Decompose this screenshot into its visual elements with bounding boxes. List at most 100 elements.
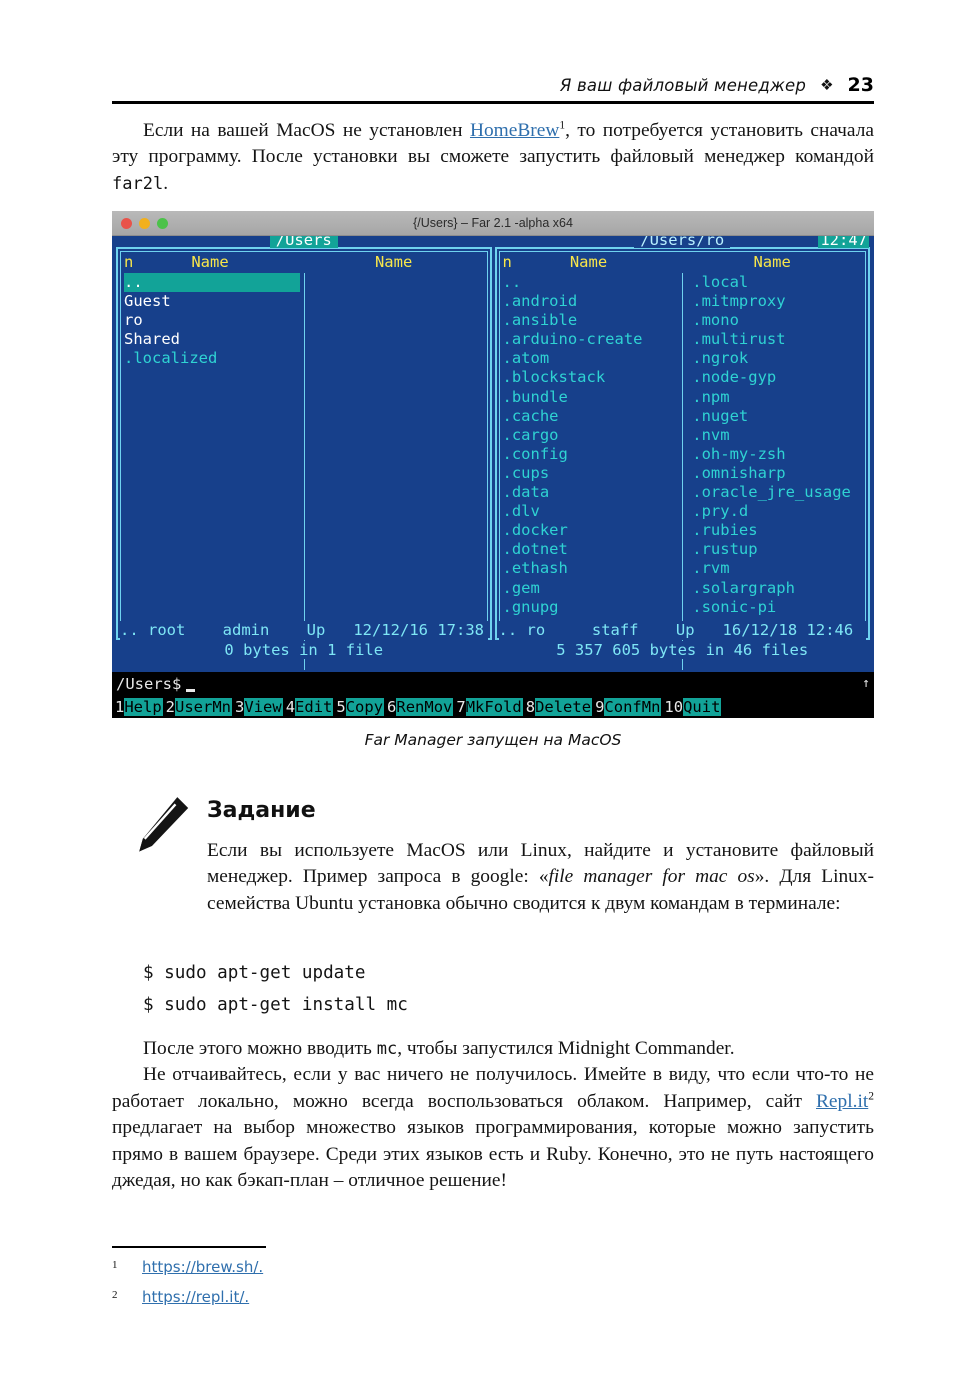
- fkey-1[interactable]: 1 Help: [112, 696, 163, 718]
- intro-text-2: , то потребуется установить сначала эту …: [112, 120, 874, 168]
- list-item[interactable]: .arduino-create: [502, 330, 643, 349]
- footnote-2-link[interactable]: https://repl.it/.: [142, 1288, 250, 1306]
- fkey-7-num: 7: [456, 698, 466, 716]
- list-item[interactable]: .rubies: [692, 521, 758, 540]
- command-line[interactable]: /Users$ ↑: [112, 672, 874, 696]
- list-item[interactable]: Guest: [124, 292, 171, 311]
- task-text-2: ». Для Linux-семейства Ubuntu установка …: [207, 866, 874, 914]
- left-panel-path: /Users: [269, 236, 338, 248]
- left-panel-column-2: [304, 273, 484, 670]
- list-item[interactable]: .cargo: [502, 425, 559, 444]
- zoom-button-icon[interactable]: [157, 217, 168, 229]
- left-panel[interactable]: /Users n Name Name .. Guest ro S: [116, 236, 492, 670]
- task-text-1: Если вы используете MacOS или Linux, най…: [207, 840, 874, 888]
- list-item[interactable]: .localized: [124, 349, 218, 368]
- list-item[interactable]: .gem: [502, 578, 540, 597]
- right-panel-column-2: .local .mitmproxy .mono .multirust .ngro…: [682, 273, 862, 670]
- list-item[interactable]: ..: [502, 273, 522, 291]
- fkey-8-label: Delete: [535, 698, 593, 716]
- list-item[interactable]: ro: [124, 311, 143, 330]
- command-line-2: $ sudo apt-get install mc: [143, 995, 408, 1015]
- list-item[interactable]: .rustup: [692, 540, 758, 559]
- left-panel-column-headers: n Name Name: [116, 241, 492, 273]
- footnote-1: 1 https://brew.sh/.: [112, 1258, 263, 1276]
- window-controls: [121, 217, 168, 229]
- task-text-italic: file manager for mac os: [548, 866, 755, 888]
- footnote-ref-1[interactable]: 1: [559, 119, 566, 132]
- left-col1-header: Name: [191, 253, 229, 271]
- right-status-group: staff: [591, 621, 639, 639]
- minimize-button-icon[interactable]: [139, 217, 150, 229]
- window-title: {/Users} – Far 2.1 -alpha x64: [413, 216, 573, 230]
- footnote-1-marker: 1: [112, 1259, 118, 1271]
- list-item[interactable]: .npm: [692, 387, 730, 406]
- mc-code: mc: [376, 1039, 398, 1059]
- list-item[interactable]: .docker: [502, 521, 568, 540]
- list-item[interactable]: .cups: [502, 463, 550, 482]
- left-panel-column-1: .. Guest ro Shared .localized: [124, 273, 304, 670]
- left-panel-status: .. root admin Up 12/12/16 17:38: [120, 621, 488, 640]
- command-line-1: $ sudo apt-get update: [143, 963, 366, 983]
- list-item[interactable]: .android: [502, 292, 578, 311]
- list-item[interactable]: .nvm: [692, 425, 730, 444]
- list-item[interactable]: .dotnet: [502, 540, 568, 559]
- list-item[interactable]: .atom: [502, 349, 550, 368]
- list-item[interactable]: .oracle_jre_usage: [692, 483, 851, 502]
- footnote-2-marker: 2: [112, 1289, 118, 1301]
- list-item[interactable]: .gnupg: [502, 597, 559, 616]
- running-head-title: Я ваш файловый менеджер: [559, 76, 807, 95]
- fkey-2[interactable]: 2 UserMn: [163, 696, 233, 718]
- list-item[interactable]: .blockstack: [502, 368, 606, 387]
- list-item[interactable]: .local: [692, 273, 749, 291]
- fkey-4[interactable]: 4 Edit: [283, 696, 334, 718]
- fkey-10-num: 10: [664, 698, 684, 716]
- scroll-up-icon[interactable]: ↑: [862, 676, 870, 691]
- fkey-7[interactable]: 7 MkFold: [453, 696, 523, 718]
- list-item[interactable]: .sonic-pi: [692, 597, 777, 616]
- close-button-icon[interactable]: [121, 217, 132, 229]
- list-item[interactable]: .nuget: [692, 406, 749, 425]
- list-item[interactable]: .mitmproxy: [692, 292, 786, 311]
- fkey-6[interactable]: 6 RenMov: [384, 696, 454, 718]
- list-item[interactable]: .dlv: [502, 502, 540, 521]
- list-item[interactable]: .bundle: [502, 387, 568, 406]
- fkey-5[interactable]: 5 Copy: [333, 696, 385, 718]
- list-item[interactable]: .config: [502, 444, 568, 463]
- fkey-9[interactable]: 9 ConfMn: [592, 696, 662, 718]
- left-panel-total: 0 bytes in 1 file: [116, 641, 492, 659]
- list-item[interactable]: .node-gyp: [692, 368, 777, 387]
- replit-link[interactable]: Repl.it: [816, 1090, 869, 1112]
- list-item[interactable]: .cache: [502, 406, 559, 425]
- footnote-1-link[interactable]: https://brew.sh/.: [142, 1258, 264, 1276]
- header-rule: [112, 101, 874, 104]
- list-item[interactable]: .mono: [692, 311, 739, 330]
- right-panel-files: .. .android .ansible .arduino-create .at…: [495, 273, 871, 670]
- list-item[interactable]: .data: [502, 483, 550, 502]
- fkey-2-num: 2: [165, 698, 176, 716]
- list-item[interactable]: ..: [124, 273, 300, 293]
- panel-container: /Users n Name Name .. Guest ro S: [112, 236, 874, 670]
- list-item[interactable]: .rvm: [692, 559, 730, 578]
- fkey-3[interactable]: 3 View: [232, 696, 283, 718]
- right-col1-header: Name: [569, 253, 608, 271]
- right-status-owner: ro: [526, 621, 546, 639]
- list-item[interactable]: .solargraph: [692, 578, 795, 597]
- intro-text-3: .: [163, 172, 169, 194]
- list-item[interactable]: .pry.d: [692, 502, 749, 521]
- footnote-rule: [112, 1246, 266, 1248]
- list-item[interactable]: .oh-my-zsh: [692, 444, 786, 463]
- list-item[interactable]: .ngrok: [692, 349, 749, 368]
- list-item[interactable]: .ethash: [502, 559, 568, 578]
- fkey-8[interactable]: 8 Delete: [523, 696, 593, 718]
- fkey-5-label: Copy: [345, 698, 385, 716]
- list-item[interactable]: Shared: [124, 330, 180, 349]
- page-number: 23: [847, 74, 874, 96]
- after-text-4: предлагает на выбор множество языков про…: [112, 1117, 874, 1192]
- homebrew-link[interactable]: HomeBrew: [469, 120, 560, 141]
- list-item[interactable]: .multirust: [692, 330, 786, 349]
- list-item[interactable]: .omnisharp: [692, 463, 786, 482]
- fkey-10[interactable]: 10 Quit: [661, 696, 722, 718]
- footnote-ref-2[interactable]: 2: [868, 1090, 874, 1103]
- list-item[interactable]: .ansible: [502, 311, 578, 330]
- right-panel[interactable]: /Users/ro 12:47 n Name Name .. .android: [494, 236, 871, 670]
